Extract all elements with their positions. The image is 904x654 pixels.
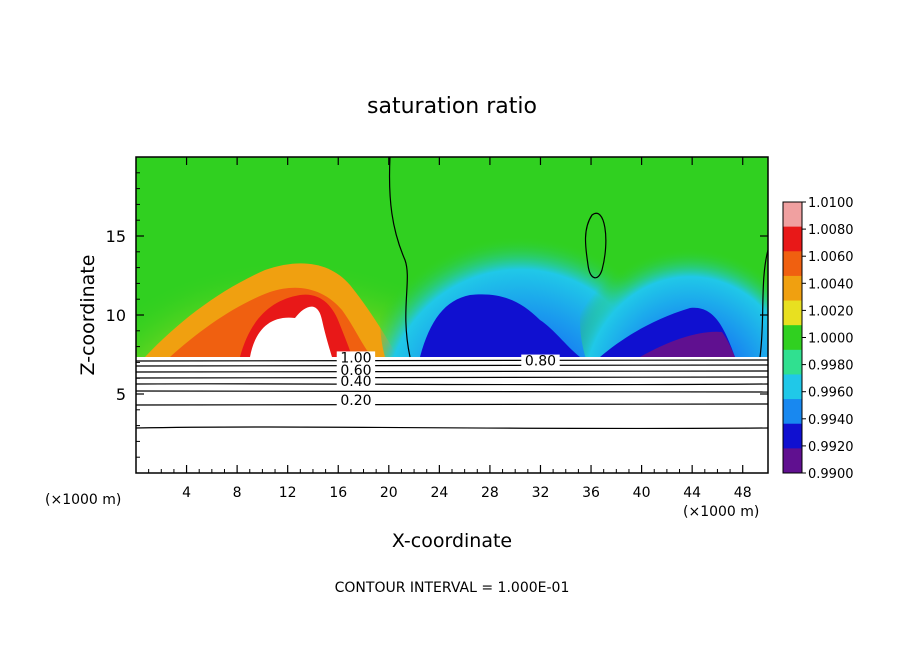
colorbar-tick-label: 1.0080	[808, 223, 854, 238]
contour-label-bg	[336, 375, 376, 389]
x-tick-label: 28	[481, 485, 499, 501]
y-axis-label: Z-coordinate	[77, 255, 99, 376]
contour-label: 0.80	[525, 354, 556, 370]
contour-line	[136, 426, 768, 430]
colorbar-swatch	[783, 325, 802, 351]
lower-domain	[136, 357, 768, 473]
colorbar-swatch	[783, 251, 802, 277]
colorbar-swatch	[783, 300, 802, 326]
x-tick-label: 48	[734, 485, 752, 501]
contour-interval-note: CONTOUR INTERVAL = 1.000E-01	[335, 580, 570, 596]
cool-region-deep	[420, 294, 580, 357]
y-axis-ticks: 5 10 15	[106, 172, 768, 458]
contour-line	[136, 376, 768, 379]
contour-label: 0.60	[340, 363, 371, 379]
colorbar-tick-label: 0.9960	[808, 386, 854, 401]
contour-line-1.00-island	[584, 212, 607, 279]
y-tick-label: 15	[106, 227, 126, 246]
y-tick-label: 5	[116, 385, 126, 404]
contour-label-bg	[336, 364, 376, 378]
cool-region-purple	[640, 331, 735, 357]
colorbar: 1.0100 1.0080 1.0060 1.0040 1.0020 1.0000 0.99…	[782, 196, 854, 482]
x-axis-ticks: 4 8 12 16 20 24 28 32 36 40 44 48	[148, 157, 752, 501]
colorbar-tick-label: 1.0000	[808, 332, 854, 347]
contour-label: 0.20	[340, 393, 371, 409]
x-tick-label: 20	[380, 485, 398, 501]
colorbar-tick-label: 0.9920	[808, 440, 854, 455]
colorbar-swatch	[783, 202, 802, 228]
colorbar-tick-label: 1.0100	[808, 196, 854, 211]
contour-line	[136, 364, 768, 367]
colorbar-swatch	[783, 448, 802, 474]
x-axis-label: X-coordinate	[392, 530, 512, 552]
contour-line	[136, 403, 768, 406]
colorbar-tick-label: 1.0020	[808, 304, 854, 319]
colorbar-tick-label: 0.9980	[808, 359, 854, 374]
x-tick-label: 8	[233, 485, 242, 501]
contour-lines	[136, 157, 768, 430]
x-axis-unit-right: (×1000 m)	[683, 504, 759, 520]
chart-title: saturation ratio	[367, 94, 537, 119]
x-tick-label: 40	[633, 485, 651, 501]
colorbar-tick-label: 1.0040	[808, 277, 854, 292]
colorbar-swatch	[783, 226, 802, 252]
x-tick-label: 24	[430, 485, 448, 501]
warm-region-white	[250, 306, 332, 357]
contour-line	[136, 370, 768, 373]
contour-line	[136, 359, 768, 362]
colorbar-swatch	[783, 423, 802, 449]
contour-line-1.00-upper	[388, 157, 411, 358]
x-tick-label: 12	[279, 485, 297, 501]
contour-line	[136, 390, 768, 393]
plot-area	[136, 157, 768, 473]
colorbar-swatch	[783, 275, 802, 302]
colorbar-swatch	[783, 349, 802, 375]
contour-label-bg	[336, 394, 376, 408]
colorbar-tick-label: 1.0060	[808, 250, 854, 265]
x-tick-label: 32	[532, 485, 550, 501]
x-tick-label: 44	[683, 485, 701, 501]
colorbar-tick-label: 0.9940	[808, 413, 854, 428]
x-axis-unit-left: (×1000 m)	[45, 492, 121, 508]
contour-label: 0.40	[340, 374, 371, 390]
x-tick-label: 4	[182, 485, 191, 501]
contour-line	[136, 383, 768, 386]
y-tick-label: 10	[106, 306, 126, 325]
x-tick-label: 16	[329, 485, 347, 501]
colorbar-swatch	[783, 399, 802, 425]
x-tick-label: 36	[582, 485, 600, 501]
contour-line-1.00-right	[759, 249, 768, 358]
contour-label-bg	[336, 351, 376, 365]
contour-label-bg	[521, 354, 560, 368]
contour-label: 1.00	[340, 350, 371, 366]
colorbar-tick-label: 0.9900	[808, 467, 854, 482]
colorbar-swatch	[783, 374, 802, 400]
contour-labels: 1.000.600.40 0.20 0.80	[336, 350, 560, 409]
